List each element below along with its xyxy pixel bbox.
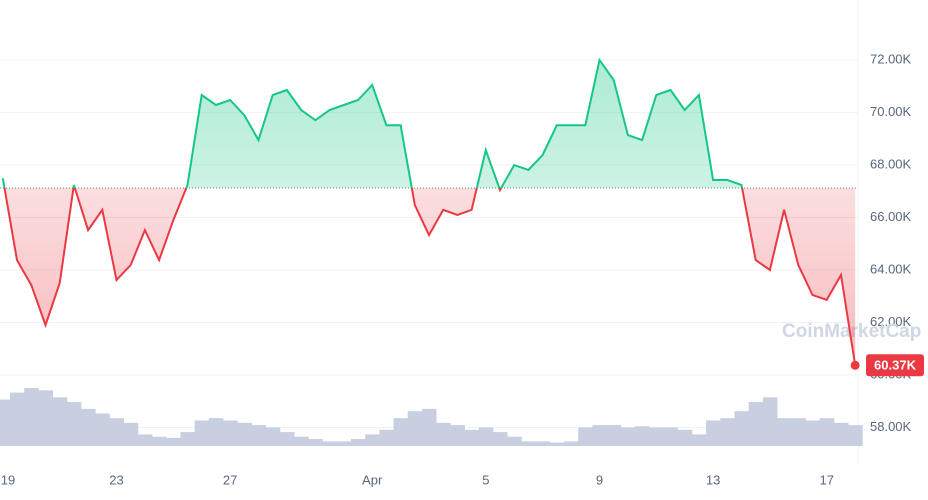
- volume-bar: [109, 418, 125, 446]
- volume-bar: [379, 429, 394, 446]
- volume-bar: [166, 437, 181, 446]
- volume-bar: [421, 408, 437, 446]
- volume-bar: [407, 411, 423, 446]
- volume-bar: [805, 420, 821, 446]
- last-point: [850, 360, 860, 370]
- x-tick-label: 19: [1, 472, 15, 487]
- volume-bar: [208, 418, 224, 446]
- x-tick-label: 23: [109, 472, 123, 487]
- volume-bar: [748, 401, 764, 446]
- volume-bar: [24, 388, 39, 446]
- x-tick-label: 17: [820, 472, 834, 487]
- volume-bar: [38, 390, 53, 446]
- volume-bar: [0, 399, 11, 446]
- volume-bar: [123, 422, 139, 446]
- volume-bar: [81, 408, 96, 446]
- volume-bar: [492, 432, 508, 446]
- volume-bar: [393, 418, 409, 446]
- volume-bar: [350, 439, 366, 446]
- volume-bar: [777, 418, 792, 446]
- volume-bar: [95, 413, 110, 446]
- volume-bar: [365, 434, 380, 446]
- last-value-label: 60.37K: [874, 358, 917, 373]
- volume-bar: [720, 418, 735, 446]
- volume-bar: [677, 429, 693, 446]
- x-tick-label: 13: [706, 472, 720, 487]
- volume-bar: [691, 434, 707, 446]
- volume-bar: [549, 442, 565, 446]
- volume-bar: [649, 427, 664, 446]
- volume-bar: [564, 441, 579, 446]
- volume-bar: [478, 427, 494, 446]
- volume-bar: [322, 441, 338, 446]
- area-up: [2, 60, 743, 189]
- volume-bar: [223, 420, 238, 446]
- volume-bar: [308, 439, 323, 446]
- volume-bar: [66, 401, 82, 446]
- y-tick-label: 62.00K: [870, 314, 912, 329]
- volume-bar: [294, 436, 309, 446]
- x-tick-label: 27: [223, 472, 237, 487]
- y-tick-label: 58.00K: [870, 419, 912, 434]
- volume-bar: [620, 427, 636, 446]
- y-tick-label: 70.00K: [870, 104, 912, 119]
- volume-bar: [848, 425, 863, 446]
- volume-bar: [251, 425, 267, 446]
- volume-bar: [279, 432, 295, 446]
- y-tick-label: 64.00K: [870, 261, 912, 276]
- volume-bar: [52, 397, 68, 446]
- volume-bar: [194, 420, 210, 446]
- volume-bar: [265, 427, 281, 446]
- volume-bar: [791, 418, 806, 446]
- y-tick-label: 68.00K: [870, 156, 912, 171]
- y-tick-label: 66.00K: [870, 209, 912, 224]
- x-tick-label: 5: [482, 472, 489, 487]
- volume-bar: [819, 418, 835, 446]
- last-value-badge: [866, 354, 924, 377]
- volume-bar: [450, 425, 465, 446]
- volume-bar: [663, 427, 679, 446]
- volume-bar: [137, 434, 153, 446]
- volume-bar: [535, 441, 551, 446]
- volume-bar: [734, 411, 750, 446]
- volume-bar: [762, 397, 778, 446]
- volume-bar: [592, 425, 607, 446]
- y-tick-label: 72.00K: [870, 52, 912, 67]
- area-down: [2, 188, 856, 366]
- volume-bar: [152, 436, 167, 446]
- x-tick-label: Apr: [362, 472, 383, 487]
- volume-bar: [606, 425, 622, 446]
- volume-bar: [336, 441, 352, 446]
- volume-bar: [180, 432, 196, 446]
- volume-bar: [578, 427, 593, 446]
- volume-bar: [635, 426, 650, 446]
- volume-bar: [521, 441, 536, 446]
- volume-bar: [10, 392, 25, 446]
- volume-bar: [464, 429, 480, 446]
- volume-bar: [833, 422, 849, 446]
- price-line-up: [1, 57, 744, 189]
- volume-bar: [507, 436, 522, 446]
- volume-bar: [436, 422, 451, 446]
- price-line-down: [3, 188, 857, 366]
- volume-bar: [706, 420, 721, 446]
- x-tick-label: 9: [596, 472, 603, 487]
- volume-bar: [237, 422, 252, 446]
